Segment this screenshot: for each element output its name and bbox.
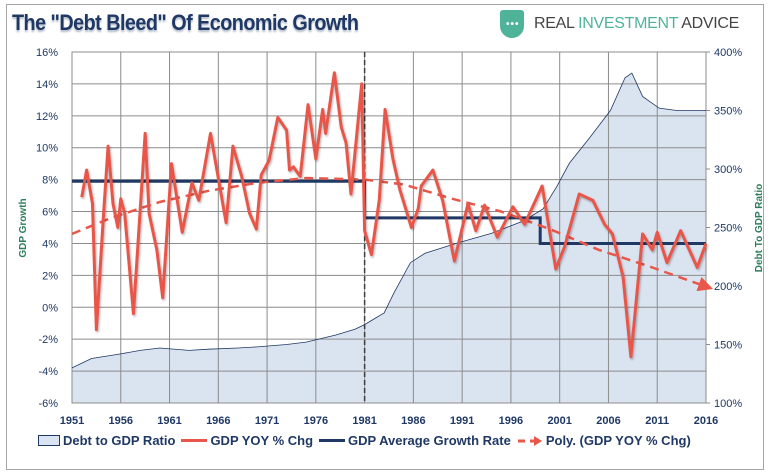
y2-tick-label: 250% <box>714 223 742 235</box>
brand-logo: ••• REAL INVESTMENT ADVICE <box>500 10 739 38</box>
y-tick-label: 10% <box>36 143 58 155</box>
avg-growth-line <box>72 179 706 245</box>
arrow-right-icon <box>517 435 543 447</box>
y-tick-label: -6% <box>38 398 58 410</box>
x-tick-label: 1986 <box>401 415 425 427</box>
shield-icon: ••• <box>500 10 524 38</box>
y-tick-label: -2% <box>38 334 58 346</box>
x-tick-label: 1981 <box>352 415 376 427</box>
legend: Debt to GDP Ratio GDP YOY % Chg GDP Aver… <box>38 433 697 448</box>
y-tick-label: 4% <box>42 238 58 250</box>
poly-trend-line <box>71 176 714 292</box>
gdp-yoy-line <box>80 71 708 359</box>
x-tick-label: 1956 <box>109 415 133 427</box>
legend-swatch-area <box>38 435 60 446</box>
y-axis-title: GDP Growth <box>18 198 29 257</box>
legend-swatch-avg <box>319 439 346 442</box>
y-tick-label: 16% <box>36 47 58 59</box>
x-tick-label: 2001 <box>547 415 571 427</box>
debt-line <box>71 72 706 369</box>
x-tick-label: 1971 <box>255 415 279 427</box>
x-tick-label: 2011 <box>645 415 669 427</box>
x-tick-label: 1976 <box>304 415 328 427</box>
y2-tick-label: 350% <box>714 106 742 118</box>
x-tick-label: 1951 <box>60 415 84 427</box>
brand-name: REAL INVESTMENT ADVICE <box>534 15 740 32</box>
legend-item-gdp: GDP YOY % Chg <box>181 433 313 448</box>
x-tick-label: 2006 <box>596 415 620 427</box>
y2-tick-label: 200% <box>714 281 742 293</box>
legend-item-poly: Poly. (GDP YOY % Chg) <box>517 433 691 448</box>
legend-item-debt: Debt to GDP Ratio <box>38 433 175 448</box>
x-tick-label: 1996 <box>499 415 523 427</box>
y-tick-label: 0% <box>42 302 58 314</box>
chart-title: The "Debt Bleed" Of Economic Growth <box>12 10 359 35</box>
legend-swatch-gdp <box>181 439 208 442</box>
y-tick-label: 2% <box>42 270 58 282</box>
x-tick-label: 2016 <box>694 415 718 427</box>
legend-item-avg: GDP Average Growth Rate <box>319 433 511 448</box>
plot-border <box>71 51 707 404</box>
y2-tick-label: 100% <box>714 398 742 410</box>
y2-tick-label: 300% <box>714 164 742 176</box>
y-tick-label: 14% <box>36 79 58 91</box>
x-tick-label: 1991 <box>450 415 474 427</box>
debt-area <box>72 73 706 403</box>
y-tick-label: -4% <box>38 366 58 378</box>
y2-tick-label: 150% <box>714 340 742 352</box>
x-tick-label: 1961 <box>157 415 181 427</box>
y2-axis-title: Debt To GDP Ratio <box>754 184 765 273</box>
x-tick-label: 1966 <box>206 415 230 427</box>
y-tick-label: 12% <box>36 111 58 123</box>
y2-tick-label: 400% <box>714 47 742 59</box>
y-tick-label: 6% <box>42 207 58 219</box>
y-tick-label: 8% <box>42 175 58 187</box>
